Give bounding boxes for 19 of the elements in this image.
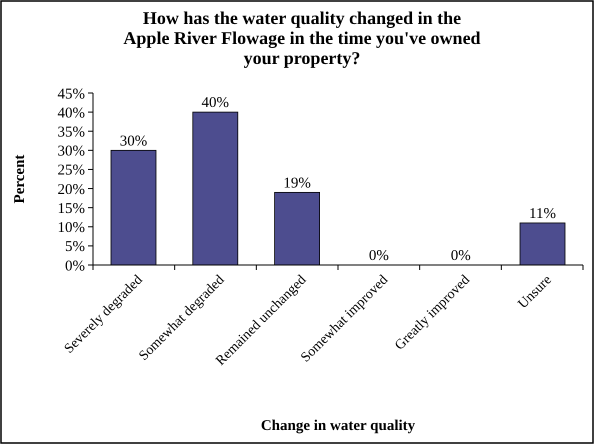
- y-axis-title: Percent: [12, 154, 28, 204]
- data-label: 0%: [450, 248, 471, 264]
- y-tick-label: 15%: [58, 200, 85, 217]
- y-tick-label: 40%: [58, 105, 85, 122]
- y-tick-label: 5%: [65, 239, 85, 256]
- y-tick-label: 20%: [58, 182, 85, 198]
- y-tick-label: 25%: [58, 162, 85, 179]
- data-label: 0%: [368, 248, 389, 264]
- y-tick-label: 0%: [65, 258, 85, 274]
- data-label: 30%: [120, 133, 148, 150]
- y-tick-label: 45%: [58, 86, 85, 102]
- y-tick-label: 30%: [58, 144, 85, 160]
- data-label: 11%: [529, 206, 556, 222]
- data-label: 19%: [283, 175, 311, 192]
- chart-title: How has the water quality changed in the Apple River Flowage in the time you've owned your property?: [123, 8, 481, 68]
- y-tick-label: 35%: [58, 124, 85, 140]
- data-label: 40%: [202, 95, 230, 112]
- x-axis-title: Change in water quality: [260, 418, 416, 434]
- y-tick-label: 10%: [58, 220, 85, 236]
